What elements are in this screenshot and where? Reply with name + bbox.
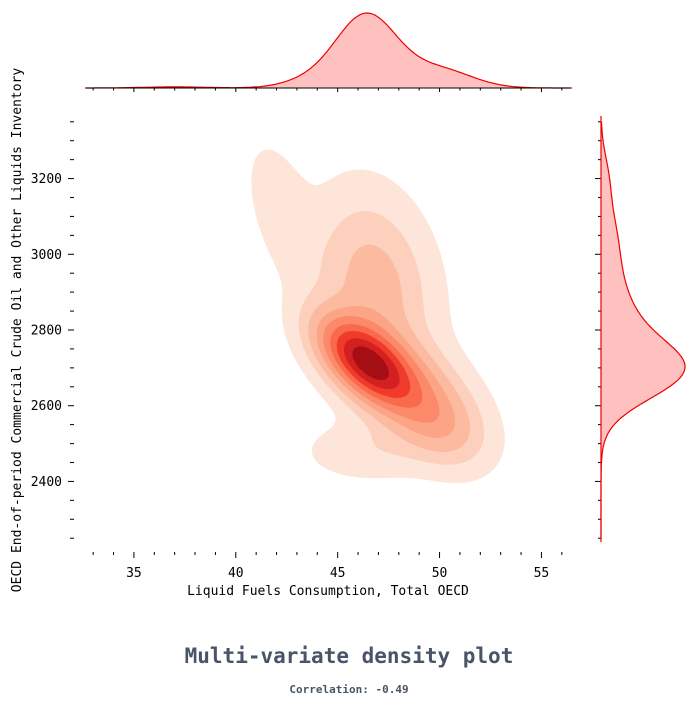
chart-subtitle: Correlation: -0.49 xyxy=(289,683,409,696)
y-tick-label: 2800 xyxy=(31,324,62,339)
y-tick-label: 3000 xyxy=(31,248,62,263)
x-axis-label: Liquid Fuels Consumption, Total OECD xyxy=(187,584,469,599)
x-tick-label: 55 xyxy=(534,566,550,581)
top-marginal-density xyxy=(87,12,570,89)
y-tick-label: 2400 xyxy=(31,475,62,490)
y-axis-label: OECD End-of-period Commercial Crude Oil … xyxy=(10,68,25,593)
joint-density-contours xyxy=(251,149,505,484)
x-axis: 35 40 45 50 55 xyxy=(92,552,563,581)
x-tick-label: 40 xyxy=(228,566,244,581)
density-level-9 xyxy=(352,346,390,381)
x-tick-label: 50 xyxy=(432,566,448,581)
x-tick-label: 35 xyxy=(126,566,142,581)
top-marginal-line xyxy=(87,12,570,89)
top-marginal-axis xyxy=(85,87,572,92)
right-marginal-density xyxy=(600,121,686,539)
y-axis: 2400 2600 2800 3000 3200 xyxy=(31,121,74,539)
y-tick-label: 2600 xyxy=(31,399,62,414)
right-marginal-axis xyxy=(595,116,602,542)
right-marginal-fill xyxy=(601,121,685,539)
x-tick-label: 45 xyxy=(330,566,346,581)
y-tick-label: 3200 xyxy=(31,172,62,187)
chart-title: Multi-variate density plot xyxy=(184,644,514,668)
